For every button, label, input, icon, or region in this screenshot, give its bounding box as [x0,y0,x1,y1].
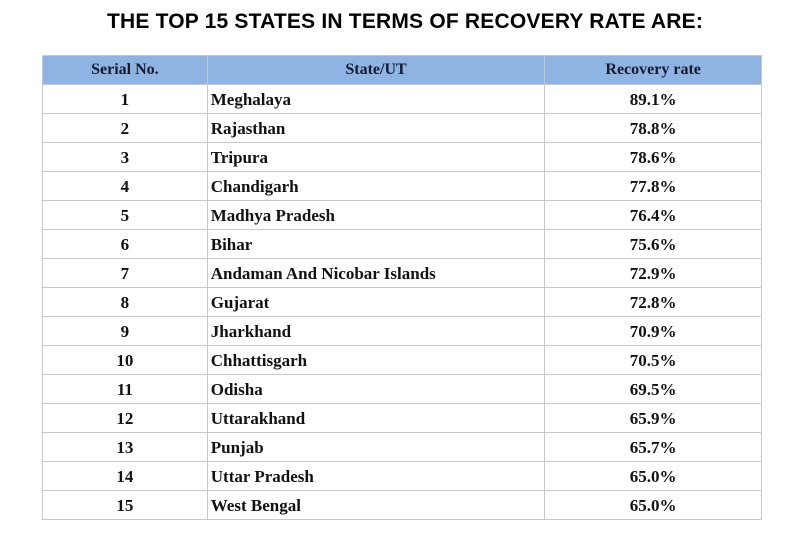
state-cell: Tripura [206,142,546,172]
table-row: 12 Uttarakhand 65.9% [42,403,762,433]
state-cell: Meghalaya [206,84,546,114]
serial-cell: 5 [42,200,208,230]
state-cell: Rajasthan [206,113,546,143]
state-cell: Gujarat [206,287,546,317]
header-serial: Serial No. [42,55,208,85]
recovery-rate-cell: 75.6% [544,229,762,259]
state-cell: Andaman And Nicobar Islands [206,258,546,288]
table-row: 11 Odisha 69.5% [42,374,762,404]
table-row: 2 Rajasthan 78.8% [42,113,762,143]
state-cell: Uttarakhand [206,403,546,433]
table-row: 14 Uttar Pradesh 65.0% [42,461,762,491]
state-cell: Chandigarh [206,171,546,201]
table-row: 10 Chhattisgarh 70.5% [42,345,762,375]
page-title: THE TOP 15 STATES IN TERMS OF RECOVERY R… [106,10,704,33]
table-row: 1 Meghalaya 89.1% [42,84,762,114]
table-row: 9 Jharkhand 70.9% [42,316,762,346]
serial-cell: 11 [42,374,208,404]
recovery-rate-cell: 69.5% [544,374,762,404]
recovery-rate-cell: 70.5% [544,345,762,375]
recovery-rate-table: Serial No. State/UT Recovery rate 1 Megha… [42,55,762,520]
serial-cell: 12 [42,403,208,433]
table-row: 5 Madhya Pradesh 76.4% [42,200,762,230]
recovery-rate-cell: 72.9% [544,258,762,288]
header-recovery-rate: Recovery rate [544,55,762,85]
recovery-rate-cell: 65.0% [544,461,762,491]
state-cell: Chhattisgarh [206,345,546,375]
serial-cell: 15 [42,490,208,520]
recovery-rate-cell: 70.9% [544,316,762,346]
table-row: 8 Gujarat 72.8% [42,287,762,317]
table-body: 1 Meghalaya 89.1% 2 Rajasthan 78.8% 3 Tripura 78… [42,84,762,520]
serial-cell: 9 [42,316,208,346]
serial-cell: 10 [42,345,208,375]
recovery-rate-cell: 76.4% [544,200,762,230]
table-row: 3 Tripura 78.6% [42,142,762,172]
table-row: 7 Andaman And Nicobar Islands 72.9% [42,258,762,288]
serial-cell: 7 [42,258,208,288]
state-cell: Punjab [206,432,546,462]
state-cell: Madhya Pradesh [206,200,546,230]
serial-cell: 14 [42,461,208,491]
serial-cell: 6 [42,229,208,259]
state-cell: West Bengal [206,490,546,520]
table-row: 4 Chandigarh 77.8% [42,171,762,201]
recovery-rate-cell: 78.6% [544,142,762,172]
table-row: 13 Punjab 65.7% [42,432,762,462]
header-state: State/UT [206,55,546,85]
state-cell: Jharkhand [206,316,546,346]
state-cell: Bihar [206,229,546,259]
table-row: 15 West Bengal 65.0% [42,490,762,520]
table-row: 6 Bihar 75.6% [42,229,762,259]
serial-cell: 4 [42,171,208,201]
state-cell: Uttar Pradesh [206,461,546,491]
serial-cell: 8 [42,287,208,317]
recovery-rate-cell: 65.7% [544,432,762,462]
serial-cell: 1 [42,84,208,114]
recovery-rate-cell: 77.8% [544,171,762,201]
table-header-row: Serial No. State/UT Recovery rate [42,55,762,85]
serial-cell: 13 [42,432,208,462]
serial-cell: 2 [42,113,208,143]
serial-cell: 3 [42,142,208,172]
recovery-rate-cell: 72.8% [544,287,762,317]
state-cell: Odisha [206,374,546,404]
recovery-rate-cell: 89.1% [544,84,762,114]
recovery-rate-cell: 78.8% [544,113,762,143]
recovery-rate-cell: 65.9% [544,403,762,433]
recovery-rate-cell: 65.0% [544,490,762,520]
